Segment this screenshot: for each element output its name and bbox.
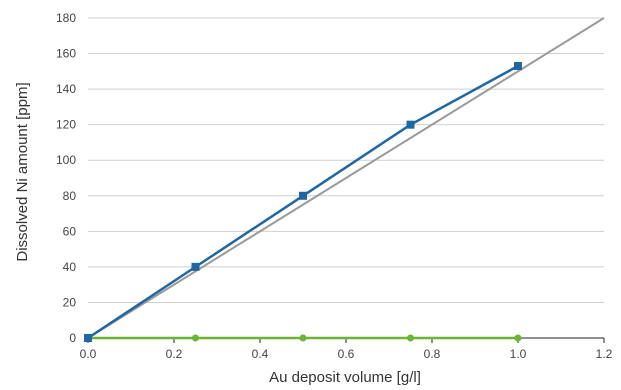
y-tick-label: 140 (56, 82, 76, 96)
y-tick-label: 180 (56, 11, 76, 25)
series-layer (84, 17, 605, 342)
x-axis-title: Au deposit volume [g/l] (269, 369, 421, 386)
data-point-circle (299, 334, 307, 342)
y-tick-label: 20 (63, 295, 77, 309)
grid-lines (88, 17, 604, 303)
data-point-circle (192, 334, 199, 342)
data-point-circle (514, 334, 522, 342)
x-tick-label: 1.0 (510, 347, 527, 361)
y-tick-label: 80 (63, 189, 77, 203)
data-point-square (84, 334, 92, 342)
series-line (87, 17, 605, 339)
x-tick-label: 0.4 (252, 347, 269, 361)
tick-labels: 0 20 40 60 80 100 120 140 160 180 0.0 0.2 0.4 0.6 0.8 1… (56, 11, 613, 361)
data-point-circle (407, 334, 414, 342)
series-0 (84, 62, 522, 342)
y-axis-title: Dissolved Ni amount [ppm] (14, 82, 31, 261)
y-tick-label: 160 (56, 47, 76, 61)
data-point-square (514, 62, 522, 70)
y-tick-label: 100 (56, 153, 76, 167)
series-1 (84, 334, 522, 342)
data-point-square (406, 120, 415, 129)
series-2 (87, 17, 605, 339)
y-tick-label: 60 (63, 224, 77, 238)
data-point-square (299, 191, 307, 200)
y-tick-label: 0 (69, 331, 76, 345)
x-tick-label: 0.6 (338, 347, 355, 361)
x-tick-label: 0.8 (424, 347, 441, 361)
data-point-square (191, 262, 200, 271)
x-tick-label: 0.2 (166, 347, 183, 361)
y-tick-label: 40 (63, 260, 77, 274)
x-tick-label: 0.0 (80, 347, 97, 361)
x-tick-label: 1.2 (596, 347, 613, 361)
y-tick-label: 120 (56, 118, 76, 132)
